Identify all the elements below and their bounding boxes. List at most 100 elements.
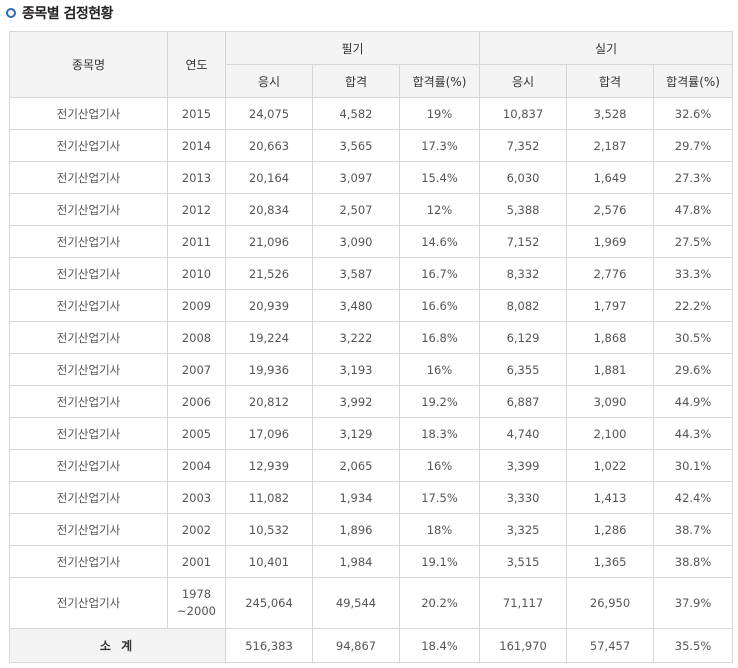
cell-written-passed: 2,065 — [312, 449, 400, 482]
cell-name: 전기산업기사 — [9, 385, 168, 418]
cell-written-passed: 3,480 — [312, 289, 400, 322]
header-written-rate: 합격률(%) — [398, 64, 481, 98]
cell-written-rate: 16.6% — [398, 289, 481, 322]
cell-name: 전기산업기사 — [9, 193, 168, 226]
cell-year: 2013 — [167, 161, 226, 194]
cell-practical-applicants: 71,117 — [479, 577, 568, 629]
cell-practical-applicants: 7,152 — [479, 225, 568, 258]
cell-name: 전기산업기사 — [9, 545, 168, 578]
cell-practical-applicants: 8,332 — [479, 257, 568, 290]
cell-written-applicants: 11,082 — [225, 481, 313, 514]
cell-name: 전기산업기사 — [9, 417, 168, 450]
cell-written-applicants: 21,526 — [225, 257, 313, 290]
cell-written-passed: 3,193 — [312, 353, 400, 386]
header-written: 필기 — [224, 31, 481, 65]
header-name: 종목명 — [9, 31, 168, 98]
cell-practical-rate: 38.7% — [653, 513, 734, 546]
cell-year: 2004 — [167, 449, 226, 482]
cell-written-applicants: 10,532 — [225, 513, 313, 546]
total-written-applicants: 516,383 — [225, 628, 313, 663]
cell-written-rate: 16% — [398, 449, 481, 482]
cell-practical-passed: 3,090 — [566, 385, 655, 418]
cell-written-applicants: 12,939 — [225, 449, 313, 482]
cell-practical-passed: 2,776 — [566, 257, 655, 290]
exam-status-table: 종목명 연도 필기 실기 응시 합격 합격률(%) 응시 합격 합격률(%) 전… — [9, 31, 734, 663]
cell-practical-passed: 3,528 — [566, 97, 655, 130]
cell-year: 2015 — [167, 97, 226, 130]
table-row: 전기산업기사 2014 20,663 3,565 17.3% 7,352 2,187 29.7… — [9, 129, 734, 162]
cell-practical-rate: 44.9% — [653, 385, 734, 418]
cell-practical-passed: 2,187 — [566, 129, 655, 162]
cell-practical-applicants: 5,388 — [479, 193, 568, 226]
cell-written-applicants: 20,663 — [225, 129, 313, 162]
cell-practical-passed: 1,365 — [566, 545, 655, 578]
cell-written-passed: 49,544 — [312, 577, 400, 629]
cell-year: 2005 — [167, 417, 226, 450]
cell-practical-applicants: 6,030 — [479, 161, 568, 194]
cell-year: 2009 — [167, 289, 226, 322]
cell-practical-applicants: 8,082 — [479, 289, 568, 322]
header-written-applicants: 응시 — [225, 64, 313, 98]
cell-written-passed: 3,587 — [312, 257, 400, 290]
cell-year: 2011 — [167, 225, 226, 258]
cell-practical-applicants: 6,129 — [479, 321, 568, 354]
cell-year: 2003 — [167, 481, 226, 514]
header-written-passed: 합격 — [312, 64, 400, 98]
cell-practical-applicants: 4,740 — [479, 417, 568, 450]
cell-written-rate: 19% — [398, 97, 481, 130]
cell-written-applicants: 20,164 — [225, 161, 313, 194]
cell-practical-passed: 1,881 — [566, 353, 655, 386]
cell-practical-passed: 1,022 — [566, 449, 655, 482]
cell-written-rate: 19.2% — [398, 385, 481, 418]
header-practical-applicants: 응시 — [479, 64, 568, 98]
cell-written-rate: 17.5% — [398, 481, 481, 514]
cell-written-passed: 4,582 — [312, 97, 400, 130]
cell-written-passed: 3,090 — [312, 225, 400, 258]
cell-name: 전기산업기사 — [9, 513, 168, 546]
table-row: 전기산업기사 2008 19,224 3,222 16.8% 6,129 1,868 30.5… — [9, 321, 734, 354]
cell-practical-rate: 27.3% — [653, 161, 734, 194]
cell-written-rate: 16.7% — [398, 257, 481, 290]
cell-written-applicants: 19,936 — [225, 353, 313, 386]
cell-practical-rate: 38.8% — [653, 545, 734, 578]
table-row: 전기산업기사 2015 24,075 4,582 19% 10,837 3,528 32.6% — [9, 97, 734, 130]
cell-name: 전기산업기사 — [9, 577, 168, 629]
table-row: 전기산업기사 2012 20,834 2,507 12% 5,388 2,576 47.8% — [9, 193, 734, 226]
cell-name: 전기산업기사 — [9, 225, 168, 258]
cell-name: 전기산업기사 — [9, 449, 168, 482]
cell-written-applicants: 21,096 — [225, 225, 313, 258]
cell-practical-rate: 29.6% — [653, 353, 734, 386]
cell-practical-passed: 26,950 — [566, 577, 655, 629]
cell-practical-rate: 44.3% — [653, 417, 734, 450]
header-practical: 실기 — [479, 31, 734, 65]
cell-practical-rate: 47.8% — [653, 193, 734, 226]
table-row: 전기산업기사 2006 20,812 3,992 19.2% 6,887 3,090 44.9… — [9, 385, 734, 418]
cell-written-applicants: 19,224 — [225, 321, 313, 354]
cell-written-passed: 3,565 — [312, 129, 400, 162]
cell-practical-applicants: 6,887 — [479, 385, 568, 418]
cell-written-rate: 17.3% — [398, 129, 481, 162]
cell-year: 2010 — [167, 257, 226, 290]
year-range-end: ~2000 — [177, 604, 216, 618]
table-row: 전기산업기사 2011 21,096 3,090 14.6% 7,152 1,969 27.5… — [9, 225, 734, 258]
cell-written-rate: 20.2% — [398, 577, 481, 629]
cell-year: 2014 — [167, 129, 226, 162]
cell-practical-rate: 42.4% — [653, 481, 734, 514]
cell-practical-rate: 32.6% — [653, 97, 734, 130]
total-written-rate: 18.4% — [398, 628, 481, 663]
cell-practical-passed: 1,649 — [566, 161, 655, 194]
table-row: 전기산업기사 2002 10,532 1,896 18% 3,325 1,286 38.7% — [9, 513, 734, 546]
cell-written-applicants: 20,834 — [225, 193, 313, 226]
cell-practical-passed: 1,413 — [566, 481, 655, 514]
cell-written-rate: 15.4% — [398, 161, 481, 194]
circle-bullet-icon — [6, 8, 16, 18]
cell-year: 2012 — [167, 193, 226, 226]
page-title: 종목별 검정현황 — [22, 6, 114, 22]
cell-name: 전기산업기사 — [9, 257, 168, 290]
cell-practical-passed: 1,797 — [566, 289, 655, 322]
cell-written-passed: 1,934 — [312, 481, 400, 514]
cell-practical-applicants: 6,355 — [479, 353, 568, 386]
header-practical-rate: 합격률(%) — [653, 64, 734, 98]
table-row: 전기산업기사 2013 20,164 3,097 15.4% 6,030 1,649 27.3… — [9, 161, 734, 194]
cell-practical-applicants: 10,837 — [479, 97, 568, 130]
